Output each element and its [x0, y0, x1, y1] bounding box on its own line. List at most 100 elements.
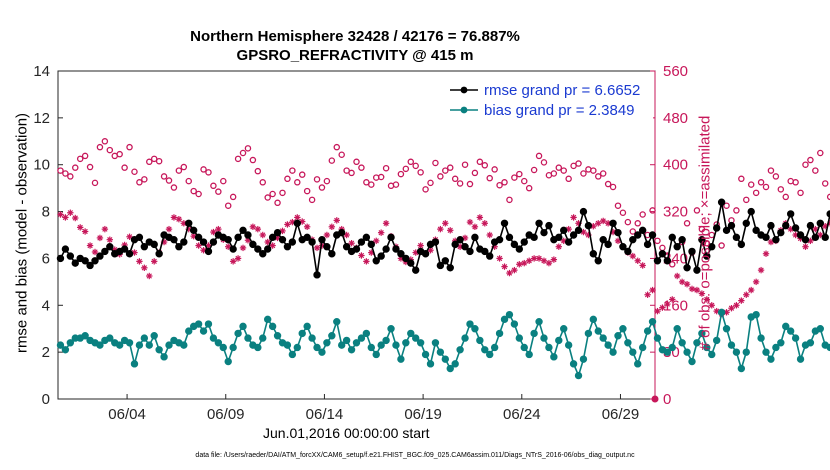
assimilated-obs-point	[382, 220, 390, 227]
assimilated-obs-point	[792, 231, 799, 239]
assimilated-obs-point	[86, 242, 94, 249]
left-tick-label: 8	[42, 204, 50, 221]
bias-series-point	[81, 332, 89, 340]
assimilated-obs-point	[62, 214, 69, 221]
possible-obs-point	[747, 181, 755, 188]
assimilated-obs-stroke	[191, 233, 197, 239]
possible-obs-point	[599, 170, 607, 177]
rmse-series-point	[698, 235, 706, 244]
assimilated-obs-stroke	[97, 235, 103, 241]
assimilated-obs-stroke	[689, 286, 695, 292]
bias-series-point	[545, 343, 553, 352]
possible-obs-point	[812, 167, 819, 174]
rmse-series-point	[648, 231, 657, 239]
bias-series-point	[372, 350, 380, 359]
assimilated-obs-point	[506, 269, 513, 277]
rmse-series-point	[288, 238, 297, 246]
assimilated-obs-stroke	[62, 214, 69, 221]
assimilated-obs-stroke	[733, 302, 740, 308]
assimilated-obs-point	[136, 258, 143, 265]
assimilated-obs-stroke	[812, 226, 819, 232]
rmse-series-point	[772, 235, 780, 244]
bias-series-point	[515, 334, 524, 342]
rmse-series-point	[259, 250, 267, 258]
rmse-series-point	[451, 240, 459, 249]
bias-series-point	[648, 317, 657, 326]
possible-obs-point	[698, 225, 706, 233]
assimilated-obs-stroke	[141, 265, 148, 271]
assimilated-obs-stroke	[649, 287, 656, 293]
rmse-series-point	[308, 238, 316, 246]
assimilated-obs-point	[323, 231, 331, 239]
rmse-series-point	[579, 207, 588, 216]
assimilated-obs-stroke	[630, 253, 636, 259]
rmse-series-point	[199, 238, 208, 246]
rmse-series-point	[81, 257, 89, 265]
assimilated-obs-point	[481, 220, 488, 227]
bias-series-point	[638, 343, 647, 352]
possible-obs-point	[767, 167, 775, 174]
rmse-series-point	[372, 257, 380, 265]
assimilated-obs-point	[698, 290, 706, 297]
possible-obs-point	[481, 162, 489, 169]
assimilated-obs-point	[466, 218, 474, 226]
assimilated-obs-stroke	[699, 290, 705, 297]
left-axis-label: rmse and bias (model - observation)	[13, 112, 31, 354]
possible-obs-point	[239, 149, 247, 157]
assimilated-obs-point	[521, 259, 528, 267]
rmse-series-point	[530, 233, 538, 242]
possible-obs-point	[195, 190, 202, 198]
assimilated-obs-stroke	[511, 267, 518, 273]
possible-obs-point	[343, 167, 350, 174]
bias-series-point	[239, 322, 247, 331]
assimilated-obs-stroke	[709, 302, 715, 308]
rmse-series-point	[535, 219, 543, 227]
rmse-series-point	[101, 247, 109, 256]
possible-obs-point	[141, 176, 148, 183]
assimilated-obs-stroke	[659, 304, 666, 311]
assimilated-obs-point	[442, 220, 449, 227]
assimilated-obs-point	[269, 242, 276, 249]
bias-series-point	[471, 325, 479, 333]
rmse-series-point	[397, 250, 405, 258]
possible-obs-point	[303, 187, 311, 195]
assimilated-obs-point	[649, 286, 656, 294]
assimilated-obs-point	[165, 225, 173, 233]
bias-series-point	[259, 334, 267, 342]
assimilated-obs-stroke	[284, 221, 291, 228]
possible-obs-point	[348, 169, 355, 177]
rmse-series-point	[678, 235, 686, 244]
possible-obs-point	[649, 207, 656, 214]
bias-series-point	[589, 315, 598, 324]
possible-obs-point	[575, 160, 582, 167]
assimilated-obs-point	[708, 302, 715, 309]
rmse-series-point	[180, 238, 188, 246]
assimilated-obs-stroke	[679, 279, 685, 285]
possible-obs-point	[62, 170, 69, 177]
assimilated-obs-stroke	[378, 229, 384, 236]
assimilated-obs-stroke	[240, 245, 246, 251]
data-file-footnote: data file: /Users/raeder/DAI/ATM_forcXX/…	[195, 452, 635, 459]
bias-series-point	[426, 360, 435, 368]
bias-series-point	[742, 348, 750, 356]
possible-obs-point	[501, 179, 508, 186]
possible-obs-point	[200, 166, 207, 173]
bias-series-point	[579, 355, 588, 363]
bias-series-point	[767, 355, 775, 363]
rmse-series-point	[303, 233, 311, 242]
left-tick-label: 10	[33, 157, 50, 174]
bias-series-point	[777, 339, 785, 347]
bias-series-point	[150, 332, 158, 340]
bias-series-point	[673, 325, 681, 333]
possible-obs-point	[165, 177, 173, 184]
assimilated-obs-stroke	[329, 224, 335, 230]
assimilated-obs-point	[72, 214, 79, 222]
rmse-series-point	[545, 221, 553, 230]
bias-series-point	[303, 322, 311, 331]
assimilated-obs-stroke	[324, 232, 330, 238]
bias-series-point	[555, 336, 563, 345]
assimilated-obs-stroke	[102, 226, 108, 232]
possible-obs-point	[150, 155, 158, 163]
possible-obs-point	[76, 155, 84, 163]
